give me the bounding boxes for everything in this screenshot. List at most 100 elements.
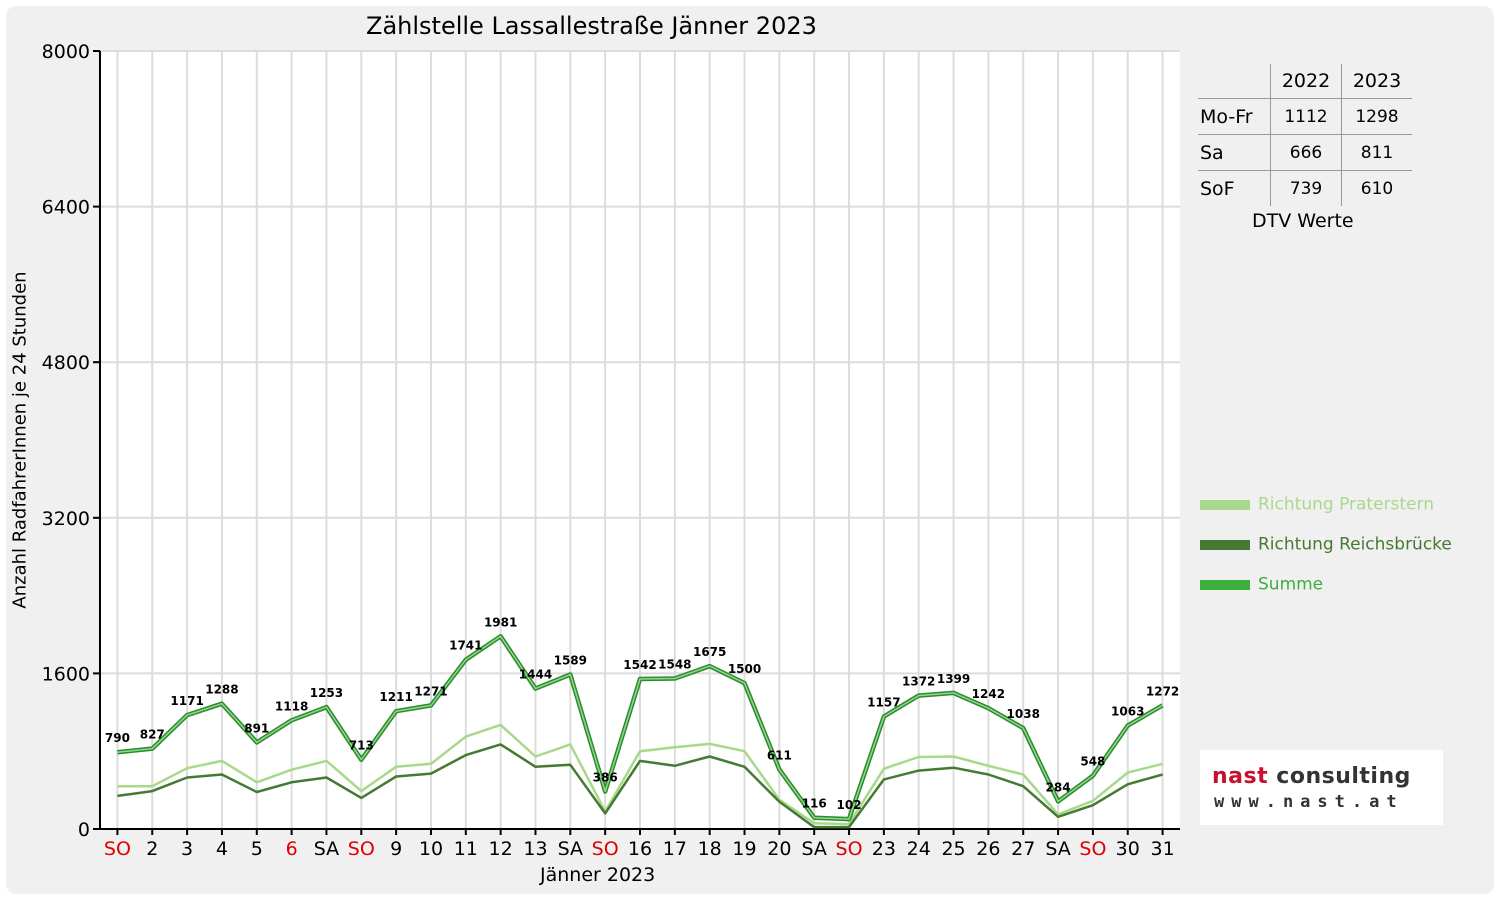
y-tick-label: 6400 — [42, 197, 90, 219]
data-label: 611 — [767, 749, 792, 763]
y-tick-label: 1600 — [42, 663, 90, 685]
x-tick-label: 31 — [1150, 838, 1174, 860]
dtv-cell: 666 — [1270, 134, 1342, 171]
x-tick-label: SO — [348, 838, 375, 860]
data-label: 1548 — [658, 657, 691, 671]
data-label: 1444 — [519, 668, 552, 682]
series-line-praterstern — [117, 723, 1163, 826]
data-label: 1500 — [728, 662, 761, 676]
x-tick-label: 23 — [872, 838, 896, 860]
data-label: 1242 — [972, 687, 1005, 701]
dtv-row-label: Mo-Fr — [1198, 98, 1271, 135]
data-label: 1542 — [623, 658, 656, 672]
x-tick-label: 3 — [181, 838, 193, 860]
data-label: 1211 — [379, 690, 412, 704]
data-label: 116 — [802, 797, 827, 811]
x-tick-label: 24 — [907, 838, 931, 860]
data-label: 102 — [837, 798, 862, 812]
data-label: 1288 — [205, 683, 238, 697]
data-label: 548 — [1080, 755, 1105, 769]
x-tick-label: SO — [836, 838, 863, 860]
x-tick-label: SA — [558, 838, 583, 860]
logo-url: www.nast.at — [1214, 792, 1404, 812]
legend-swatch — [1200, 539, 1250, 550]
x-tick-label: 20 — [767, 838, 791, 860]
dtv-row-label: Sa — [1198, 134, 1271, 171]
company-logo: nast consulting www.nast.at — [1200, 750, 1443, 825]
dtv-corner — [1198, 64, 1271, 99]
dtv-row-sof: SoF 739 610 — [1198, 170, 1412, 206]
y-tick-label: 4800 — [42, 352, 90, 374]
legend-swatch — [1200, 579, 1250, 590]
data-label: 1253 — [310, 686, 343, 700]
x-tick-label: 30 — [1116, 838, 1140, 860]
data-label: 1399 — [937, 672, 970, 686]
dtv-table: 2022 2023 Mo-Fr 1112 1298 Sa 666 811 SoF… — [1198, 64, 1412, 206]
x-tick-label: 25 — [941, 838, 965, 860]
x-tick-label: 19 — [732, 838, 756, 860]
dtv-year-2023: 2023 — [1341, 64, 1412, 99]
data-label: 1372 — [902, 675, 935, 689]
x-tick-label: 4 — [216, 838, 228, 860]
legend-item-praterstern: Richtung Praterstern — [1200, 494, 1434, 515]
legend-label: Summe — [1258, 574, 1324, 595]
dtv-year-2022: 2022 — [1270, 64, 1342, 99]
data-label: 1171 — [170, 694, 203, 708]
x-tick-label: 11 — [454, 838, 478, 860]
legend-item-summe: Summe — [1200, 574, 1323, 595]
x-tick-label: SA — [314, 838, 339, 860]
x-tick-label: SO — [104, 838, 131, 860]
logo-brand-nast: nast — [1212, 764, 1269, 789]
x-tick-label: 27 — [1011, 838, 1035, 860]
x-tick-label: SO — [1079, 838, 1106, 860]
x-tick-label: SA — [801, 838, 826, 860]
data-label: 284 — [1046, 780, 1071, 794]
x-tick-label: 10 — [419, 838, 443, 860]
dtv-row-mofr: Mo-Fr 1112 1298 — [1198, 98, 1412, 135]
x-axis-label: Jänner 2023 — [540, 864, 656, 886]
legend-item-reichsbruecke: Richtung Reichsbrücke — [1200, 534, 1452, 555]
data-label: 1038 — [1007, 707, 1040, 721]
dtv-header-row: 2022 2023 — [1198, 64, 1412, 99]
y-tick-label: 0 — [78, 819, 90, 841]
data-label: 386 — [593, 770, 618, 784]
x-tick-label: 2 — [146, 838, 158, 860]
x-tick-label: 6 — [286, 838, 298, 860]
x-tick-label: 12 — [489, 838, 513, 860]
x-tick-label: 5 — [251, 838, 263, 860]
data-label: 1271 — [414, 684, 447, 698]
data-label: 1063 — [1111, 705, 1144, 719]
x-tick-label: 17 — [663, 838, 687, 860]
data-label: 713 — [349, 739, 374, 753]
y-tick-label: 3200 — [42, 508, 90, 530]
data-label: 790 — [105, 731, 130, 745]
x-tick-label: SA — [1045, 838, 1070, 860]
data-label: 1589 — [554, 653, 587, 667]
dtv-cell: 610 — [1341, 170, 1412, 206]
dtv-cell: 1298 — [1341, 98, 1412, 135]
dtv-caption: DTV Werte — [1252, 210, 1354, 232]
logo-brand-consulting: consulting — [1276, 764, 1411, 789]
data-label: 1118 — [275, 699, 308, 713]
legend-label: Richtung Praterstern — [1258, 494, 1434, 515]
series-line-reichsbruecke — [117, 743, 1163, 829]
data-label: 1741 — [449, 639, 482, 653]
data-label: 1981 — [484, 615, 517, 629]
data-label: 827 — [140, 728, 165, 742]
logo-brand: nast consulting — [1212, 764, 1411, 789]
x-tick-label: 16 — [628, 838, 652, 860]
dtv-row-label: SoF — [1198, 170, 1271, 206]
chart-title: Zählstelle Lassallestraße Jänner 2023 — [366, 12, 817, 40]
x-tick-label: SO — [592, 838, 619, 860]
x-tick-label: 18 — [698, 838, 722, 860]
series-line-summe — [117, 635, 1163, 820]
dtv-row-sa: Sa 666 811 — [1198, 134, 1412, 171]
x-tick-label: 13 — [523, 838, 547, 860]
x-tick-label: 9 — [390, 838, 402, 860]
y-tick-label: 8000 — [42, 41, 90, 63]
legend-label: Richtung Reichsbrücke — [1258, 534, 1452, 555]
data-label: 1272 — [1146, 684, 1179, 698]
data-label: 1675 — [693, 645, 726, 659]
dtv-cell: 811 — [1341, 134, 1412, 171]
